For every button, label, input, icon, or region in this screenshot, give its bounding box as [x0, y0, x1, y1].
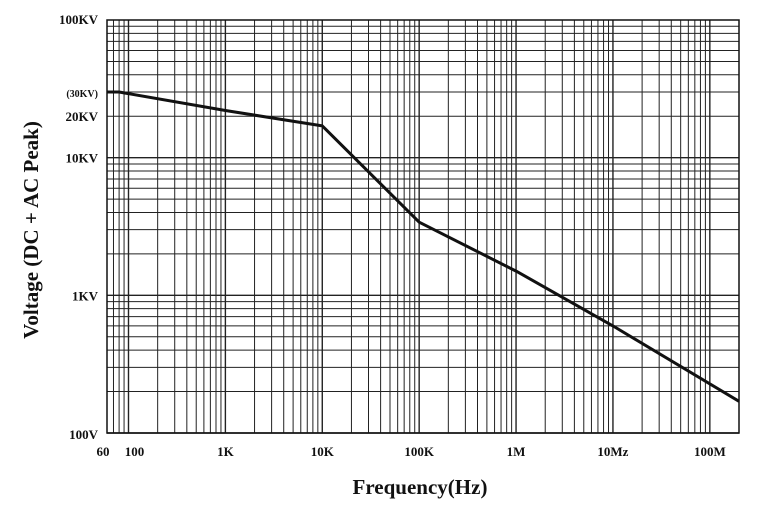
x-tick-labels: 60 100 1K 10K 100K 1M 10Mz 100M — [97, 444, 726, 459]
x-tick-label: 1K — [217, 444, 235, 459]
y-axis-title: Voltage (DC + AC Peak) — [19, 121, 43, 339]
y-tick-label: 100V — [69, 427, 99, 442]
x-axis-title: Frequency(Hz) — [353, 475, 488, 499]
y-tick-labels: 100KV (30KV) 20KV 10KV 1KV 100V — [59, 12, 99, 442]
y-tick-label: 100KV — [59, 12, 99, 27]
y-tick-label: 1KV — [72, 288, 99, 303]
x-tick-label: 1M — [507, 444, 526, 459]
x-tick-label: 100M — [694, 444, 726, 459]
x-tick-label: 60 — [97, 444, 110, 459]
series-layer — [107, 90, 740, 403]
grid — [106, 20, 740, 434]
y-tick-label: (30KV) — [66, 89, 98, 100]
y-tick-label: 20KV — [66, 109, 99, 124]
x-tick-label: 10K — [311, 444, 335, 459]
plot-frame — [106, 19, 740, 434]
x-tick-label: 10Mz — [597, 444, 628, 459]
x-tick-label: 100K — [404, 444, 435, 459]
x-tick-label: 100 — [125, 444, 145, 459]
series-line — [107, 90, 740, 403]
y-tick-label: 10KV — [66, 151, 99, 166]
